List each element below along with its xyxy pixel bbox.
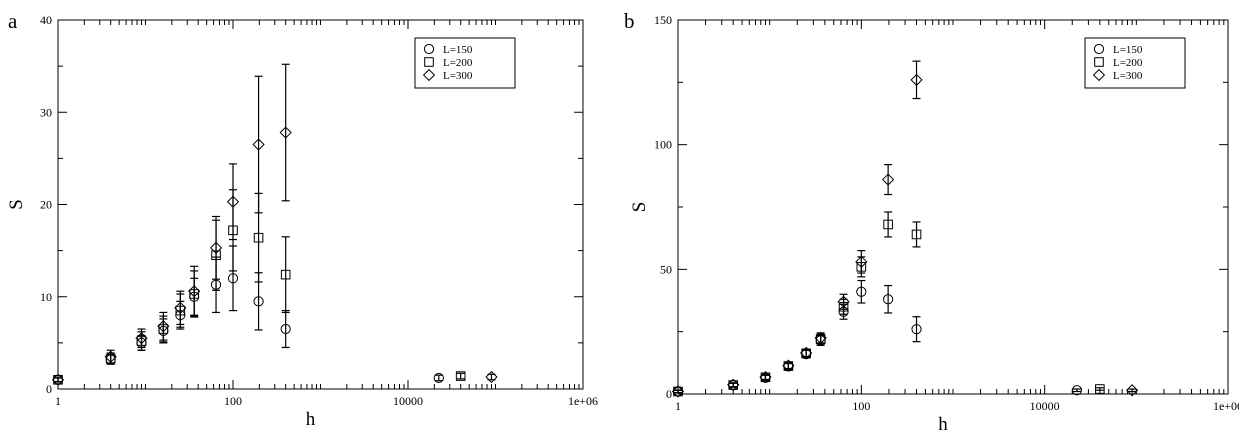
data-point: [104, 350, 117, 363]
plot-frame: [57, 19, 584, 390]
data-point: [837, 295, 850, 308]
legend-marker: [1093, 43, 1105, 55]
data-point: [759, 370, 772, 384]
legend-box: [1084, 37, 1186, 89]
data-point: [1126, 384, 1139, 397]
y-axis-label: S: [629, 202, 650, 213]
data-point: [882, 173, 895, 186]
data-point: [209, 241, 223, 254]
series-l150: [672, 279, 1083, 397]
data-point: [226, 195, 240, 208]
data-point: [252, 138, 265, 151]
legend-entry: L=200: [443, 57, 473, 69]
x-tick-label: 100: [224, 394, 242, 408]
data-point: [855, 255, 868, 268]
data-point: [760, 372, 771, 383]
legend-marker: [424, 57, 434, 67]
data-point: [911, 324, 922, 335]
legend-entry: L=150: [1113, 44, 1143, 56]
data-point: [280, 323, 291, 335]
x-tick-label: 1: [55, 394, 61, 408]
x-axis-label: h: [306, 409, 316, 430]
data-point: [157, 320, 170, 333]
plot-frame: [677, 19, 1229, 395]
data-point: [782, 359, 795, 372]
data-point: [856, 286, 867, 297]
panel-a: a 1 100 10000 1e+06 0 10 20 30 40 h S L=150L=200L=30…: [6, 9, 598, 430]
data-point: [728, 380, 738, 390]
legend-entry: L=300: [1113, 70, 1143, 82]
x-tick-label: 10000: [1030, 399, 1060, 413]
data-point: [174, 301, 187, 314]
y-tick-label: 40: [40, 13, 52, 27]
data-point: [253, 232, 264, 243]
series-l300: [51, 63, 498, 386]
y-tick-label: 30: [40, 105, 52, 119]
data-point: [279, 126, 292, 139]
data-point: [800, 346, 813, 359]
data-point: [253, 296, 264, 307]
panel-letter: b: [624, 9, 635, 33]
x-tick-label: 1e+06: [568, 394, 598, 408]
data-point: [1071, 385, 1083, 396]
legend-entry: L=300: [443, 70, 473, 82]
data-point: [727, 378, 740, 391]
data-point: [911, 229, 922, 240]
legend-box: [414, 37, 516, 89]
legend-entry: L=150: [443, 44, 473, 56]
legend-marker: [423, 43, 435, 55]
panel-letter: a: [8, 9, 18, 33]
x-axis-label: h: [938, 414, 948, 432]
legend-marker: [422, 68, 436, 82]
y-tick-label: 50: [660, 262, 672, 276]
data-point: [135, 332, 148, 345]
y-tick-label: 10: [40, 290, 52, 304]
y-axis-label: S: [6, 199, 27, 210]
data-point: [883, 219, 893, 230]
y-tick-label: 0: [46, 382, 52, 396]
legend-entry: L=200: [1113, 57, 1143, 69]
x-tick-label: 10000: [393, 394, 423, 408]
legend-marker: [1094, 57, 1104, 67]
data-point: [433, 372, 444, 384]
panel-b: b 1 100 10000 1e+06 0 50 100 150 h S L=150L=200L=30…: [624, 9, 1239, 432]
data-point: [673, 386, 683, 397]
data-point: [883, 294, 894, 305]
data-point: [910, 73, 923, 86]
series-l300: [671, 60, 1139, 398]
y-tick-label: 150: [654, 13, 672, 27]
x-tick-label: 1e+06: [1213, 399, 1239, 413]
series-l200: [53, 189, 466, 385]
y-tick-label: 100: [654, 138, 672, 152]
legend-marker: [1092, 68, 1106, 82]
data-point: [1095, 384, 1105, 394]
data-point: [455, 371, 466, 381]
data-point: [227, 273, 239, 284]
y-tick-label: 0: [666, 387, 672, 401]
data-point: [53, 374, 63, 385]
x-tick-label: 1: [675, 399, 681, 413]
data-point: [485, 370, 498, 384]
y-tick-label: 20: [40, 198, 52, 212]
data-point: [814, 331, 827, 345]
data-point: [51, 373, 65, 386]
data-point: [280, 269, 291, 280]
x-tick-label: 100: [852, 399, 870, 413]
data-point: [188, 285, 201, 298]
data-point: [671, 385, 685, 398]
